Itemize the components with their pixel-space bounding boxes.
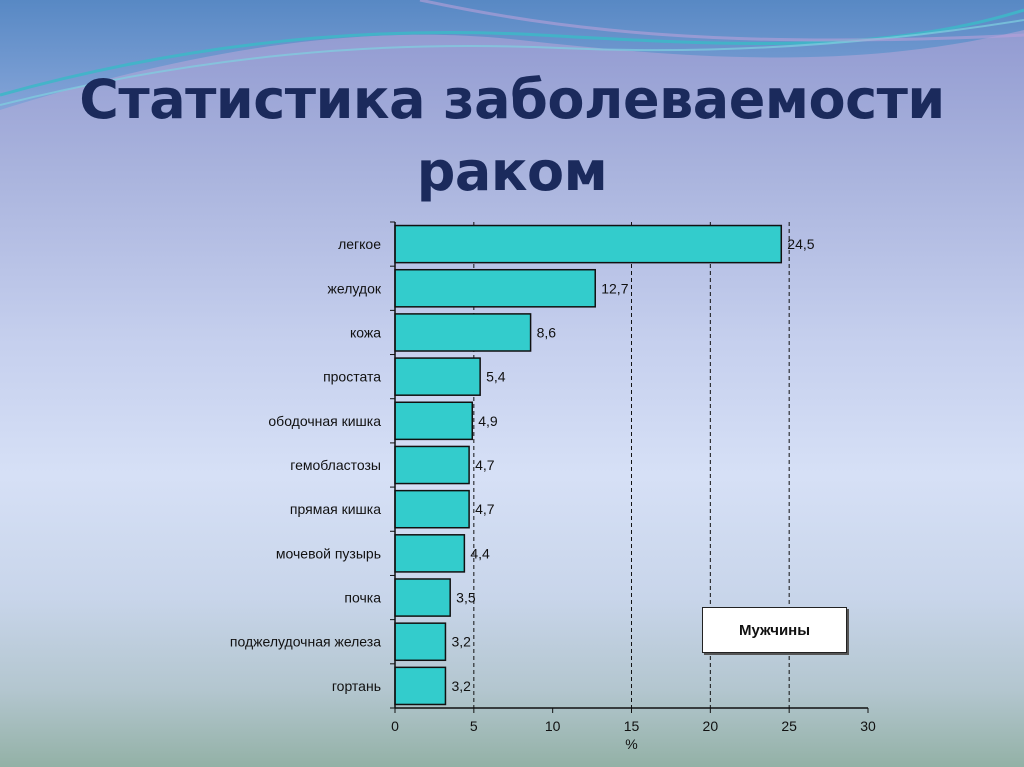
slide-title-line2: раком [416, 140, 608, 203]
x-axis-label: % [625, 736, 637, 752]
bar [394, 578, 451, 617]
category-label: гемобластозы [290, 457, 381, 473]
category-label: почка [344, 590, 381, 606]
bar [394, 357, 481, 396]
slide-title-line1: Статистика заболеваемости [79, 68, 945, 131]
bar [394, 666, 447, 706]
bar [394, 622, 447, 662]
bar [394, 268, 596, 308]
category-label: прямая кишка [290, 501, 381, 517]
bar [394, 313, 532, 352]
x-tick-label: 10 [545, 718, 561, 734]
x-tick-label: 15 [624, 718, 640, 734]
bar-value-label: 3,2 [451, 678, 471, 694]
bar [394, 224, 783, 264]
bar-value-label: 8,6 [537, 324, 557, 340]
bar [394, 401, 474, 441]
bar-value-label: 4,9 [478, 413, 498, 429]
bar-value-label: 3,2 [451, 634, 471, 650]
category-label: кожа [350, 324, 381, 340]
category-label: поджелудочная железа [230, 634, 381, 650]
bar-value-label: 5,4 [486, 369, 506, 385]
bar-value-label: 4,7 [475, 457, 495, 473]
category-label: ободочная кишка [268, 413, 381, 429]
bar-value-label: 4,4 [470, 545, 490, 561]
category-label: желудок [328, 280, 382, 296]
bar [394, 534, 466, 573]
bar-value-label: 24,5 [787, 236, 814, 252]
bar-value-label: 3,5 [456, 590, 476, 606]
category-label: простата [323, 369, 381, 385]
bar [394, 445, 470, 485]
legend-label: Мужчины [738, 621, 811, 639]
x-tick-label: 25 [781, 718, 797, 734]
bar-value-label: 4,7 [475, 501, 495, 517]
x-tick-label: 20 [703, 718, 719, 734]
x-tick-label: 5 [470, 718, 478, 734]
bar-value-label: 12,7 [601, 280, 628, 296]
category-label: мочевой пузырь [276, 545, 381, 561]
category-label: легкое [338, 236, 381, 252]
legend: Мужчины [702, 607, 847, 653]
x-tick-label: 0 [391, 718, 399, 734]
x-tick-label: 30 [860, 718, 876, 734]
bar [394, 489, 470, 529]
category-label: гортань [332, 678, 381, 694]
